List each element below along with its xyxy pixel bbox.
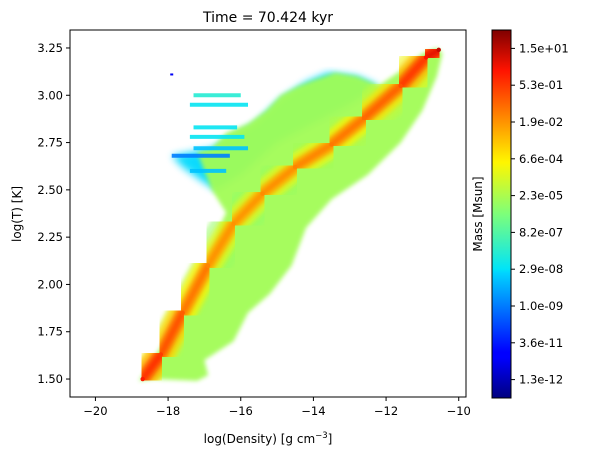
ridge-point-9: [398, 83, 403, 89]
y-tick-label-1: 1.75: [37, 325, 63, 339]
x-tick-label-5: −10: [447, 404, 471, 418]
density-ridge-segment: [205, 220, 237, 269]
density-ridge-segment: [397, 54, 430, 89]
ridge-point-5: [260, 191, 265, 196]
colorbar-tick-label-5: 2.3e-05: [519, 189, 563, 203]
colorbar-tick-label-3: 2.9e-08: [519, 262, 563, 276]
x-tick-label-2: −16: [229, 404, 253, 418]
colorbar-tick-label-4: 8.2e-07: [519, 225, 563, 239]
x-tick-label-1: −18: [156, 404, 180, 418]
x-axis-label-exponent: −3: [315, 431, 328, 441]
density-ridge-segment: [230, 190, 266, 227]
colorbar-tick-label-0: 1.3e-12: [519, 373, 563, 387]
ridge-point-4: [231, 221, 236, 227]
y-tick-label-6: 3.00: [37, 88, 63, 102]
density-ridge-segment: [423, 46, 442, 61]
axes-frame: [69, 29, 467, 398]
ridge-point-11: [436, 47, 441, 53]
y-tick-label-7: 3.25: [37, 41, 63, 55]
density-ridge-segment: [179, 262, 212, 316]
x-tick-label-3: −14: [301, 404, 325, 418]
colorbar-ticks: 1.3e-12 3.6e-11 1.0e-09 2.9e-08 8.2e-07 2.3e-…: [511, 41, 569, 387]
colorbar-tick-label-8: 5.3e-01: [519, 78, 563, 92]
colorbar-gradient: [492, 30, 511, 398]
plot-area: [126, 30, 460, 395]
density-ridge-segment: [361, 82, 404, 121]
ridge-point-3: [205, 263, 211, 268]
y-tick-label-0: 1.50: [37, 372, 63, 386]
y-axis: 1.50 1.75 2.00 2.25 2.50 2.75 3.00 3.25: [37, 41, 70, 386]
x-tick-label-0: −20: [83, 404, 107, 418]
density-layer: [126, 30, 460, 395]
colorbar-tick-label-9: 1.5e+01: [519, 41, 569, 55]
colorbar-tick-label-1: 3.6e-11: [519, 336, 563, 350]
ridge-point-2: [180, 310, 185, 316]
isolated-point-0: [170, 73, 174, 76]
y-tick-label-4: 2.50: [37, 183, 63, 197]
density-ridge-segment: [328, 114, 368, 148]
colorbar: 1.3e-12 3.6e-11 1.0e-09 2.9e-08 8.2e-07 2.3e-…: [471, 29, 569, 399]
ridge-point-10: [423, 55, 429, 60]
x-axis-label-close: ]: [328, 432, 333, 446]
x-axis-label: log(Density) [g cm−3]: [204, 431, 333, 446]
y-tick-label-3: 2.25: [37, 230, 63, 244]
density-ridge-segment: [157, 309, 186, 358]
density-ridge-segment: [259, 164, 299, 197]
ridge-point-1: [158, 352, 164, 357]
colorbar-tick-label-2: 1.0e-09: [519, 299, 563, 313]
colorbar-frame: [491, 29, 512, 399]
density-ridge-segment: [292, 141, 335, 171]
density-ridge-segment: [139, 351, 164, 383]
ridge-point-0: [140, 376, 145, 382]
colorbar-tick-label-6: 6.6e-04: [519, 152, 563, 166]
x-tick-label-4: −12: [374, 404, 398, 418]
y-tick-label-2: 2.00: [37, 277, 63, 291]
y-tick-label-5: 2.75: [37, 136, 63, 150]
x-axis-label-main: log(Density) [g cm: [204, 432, 316, 446]
ridge-point-7: [329, 142, 334, 147]
ridge-point-6: [293, 164, 298, 170]
colorbar-label: Mass [Msun]: [471, 176, 485, 251]
x-axis: −20 −18 −16 −14 −12 −10: [83, 397, 471, 418]
ridge-point-8: [362, 115, 367, 121]
colorbar-tick-label-7: 1.9e-02: [519, 115, 563, 129]
y-axis-label: log(T) [K]: [10, 186, 24, 242]
chart-title: Time = 70.424 kyr: [202, 10, 333, 26]
